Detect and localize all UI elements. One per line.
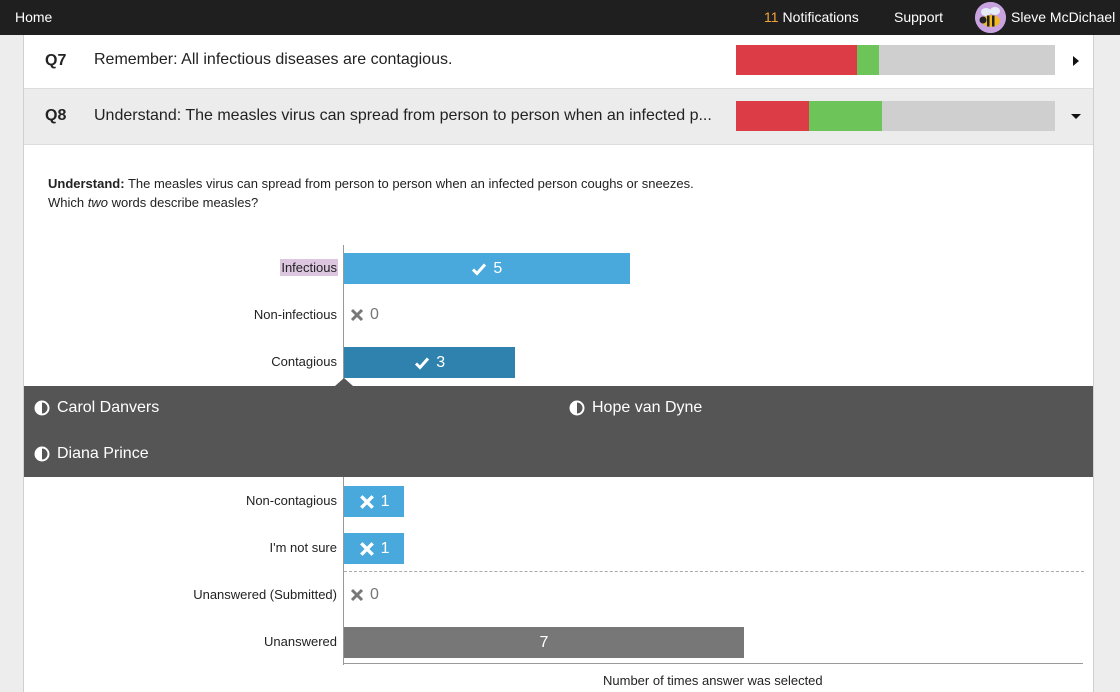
student-name: Hope van Dyne xyxy=(592,399,703,416)
check-icon xyxy=(472,263,487,276)
value-label: 0 xyxy=(370,586,379,603)
category-label: Unanswered xyxy=(264,634,337,649)
answer-non-contagious-label: Non-contagious xyxy=(24,493,338,508)
answer-non-infectious-zero: 0 xyxy=(350,306,379,324)
x-icon xyxy=(359,541,374,556)
question-text: Understand: The measles virus can spread… xyxy=(94,107,712,124)
category-label: Contagious xyxy=(271,354,337,369)
correct-segment xyxy=(857,45,879,75)
value-label: 7 xyxy=(539,633,549,651)
category-label: Non-infectious xyxy=(253,307,337,322)
notifications-label: Notifications xyxy=(782,9,859,25)
value-label: 5 xyxy=(493,259,503,277)
answer-non-contagious-bar[interactable]: 1 xyxy=(344,486,405,517)
question-statement: The measles virus can spread from person… xyxy=(124,176,694,191)
result-progress-bar xyxy=(736,101,1055,131)
bee-icon xyxy=(975,2,1006,33)
answer-contagious-label: Contagious xyxy=(24,354,338,369)
value-label: 3 xyxy=(436,353,446,371)
correct-segment xyxy=(809,101,882,131)
result-progress-bar xyxy=(736,45,1055,75)
half-circle-icon xyxy=(34,400,50,416)
unanswered-divider xyxy=(344,571,1084,572)
notifications-link[interactable]: 11 Notifications xyxy=(764,9,859,25)
answer-unanswered-bar[interactable]: 7 xyxy=(344,627,744,658)
value-label: 1 xyxy=(380,539,390,557)
question-number: Q8 xyxy=(45,107,67,124)
support-link[interactable]: Support xyxy=(894,9,944,25)
question-number: Q7 xyxy=(45,52,67,69)
prompt-emphasis: two xyxy=(87,195,108,210)
value-label: 0 xyxy=(370,306,379,323)
check-icon xyxy=(415,357,430,370)
incorrect-segment xyxy=(736,45,857,75)
answer-unanswered-submitted-label: Unanswered (Submitted) xyxy=(24,587,338,602)
answer-unanswered-submitted-zero: 0 xyxy=(350,586,379,604)
prompt-before: Which xyxy=(48,195,88,210)
answer-not-sure-bar[interactable]: 1 xyxy=(344,533,405,564)
answer-not-sure-label: I'm not sure xyxy=(24,540,338,555)
value-label: 1 xyxy=(380,492,390,510)
student-item[interactable]: Diana Prince xyxy=(34,445,149,463)
question-text: Remember: All infectious diseases are co… xyxy=(94,51,453,68)
question-row-q8[interactable]: Q8 Understand: The measles virus can spr… xyxy=(24,89,1093,145)
notifications-count: 11 xyxy=(764,9,779,25)
incorrect-segment xyxy=(736,101,809,131)
category-label: Infectious xyxy=(280,259,338,276)
half-circle-icon xyxy=(569,400,585,416)
students-popup: Carol Danvers Hope van Dyne Diana Prince xyxy=(24,378,1093,477)
question-report-panel: Q7 Remember: All infectious diseases are… xyxy=(23,35,1094,692)
category-label: Non-contagious xyxy=(245,493,337,508)
x-axis-label: Number of times answer was selected xyxy=(603,673,823,688)
answer-unanswered-label: Unanswered xyxy=(24,634,338,649)
half-circle-icon xyxy=(34,446,50,462)
answer-infectious-label: Infectious xyxy=(24,259,338,276)
category-label: Unanswered (Submitted) xyxy=(193,587,337,602)
question-full-text: Understand: The measles virus can spread… xyxy=(48,174,948,212)
question-row-q7[interactable]: Q7 Remember: All infectious diseases are… xyxy=(24,35,1093,89)
caret-right-icon[interactable] xyxy=(1070,54,1082,68)
student-item[interactable]: Carol Danvers xyxy=(34,399,159,417)
x-icon xyxy=(350,308,364,322)
student-name: Diana Prince xyxy=(57,445,149,462)
answer-contagious-bar[interactable]: 3 xyxy=(344,347,516,378)
bloom-level: Understand: xyxy=(48,176,125,191)
x-axis xyxy=(343,663,1083,664)
prompt-after: words describe measles? xyxy=(107,195,259,210)
answer-non-infectious-label: Non-infectious xyxy=(24,307,338,322)
caret-down-icon[interactable] xyxy=(1070,110,1082,124)
popup-caret xyxy=(335,378,353,386)
top-nav: Home 11 Notifications Support Sleve McDic… xyxy=(0,0,1120,35)
avatar[interactable] xyxy=(975,2,1006,33)
category-label: I'm not sure xyxy=(269,540,337,555)
student-item[interactable]: Hope van Dyne xyxy=(569,399,702,417)
student-name: Carol Danvers xyxy=(57,399,160,416)
user-name[interactable]: Sleve McDichael xyxy=(1011,9,1116,25)
home-link[interactable]: Home xyxy=(15,9,53,25)
x-icon xyxy=(350,588,364,602)
x-icon xyxy=(359,494,374,509)
answer-infectious-bar[interactable]: 5 xyxy=(344,253,630,284)
